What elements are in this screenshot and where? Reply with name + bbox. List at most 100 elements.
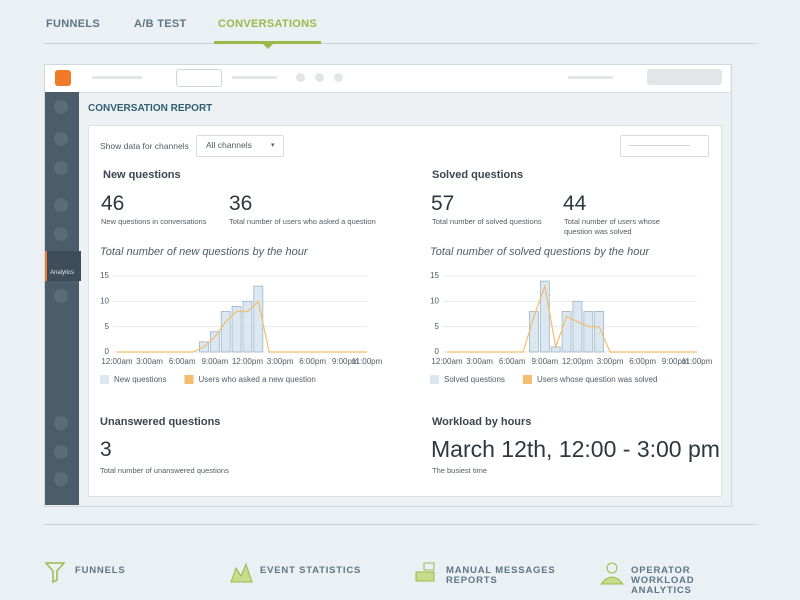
bar — [231, 306, 242, 353]
y-tick-label: 0 — [105, 347, 110, 356]
placeholder — [628, 145, 690, 146]
tab-rule — [44, 43, 757, 44]
x-tick-label: 11:00pm — [682, 357, 713, 366]
x-tick-label: 12:00am — [431, 357, 462, 366]
button-placeholder[interactable] — [647, 69, 722, 85]
bar — [220, 311, 231, 353]
x-tick-label: 12:00pm — [562, 357, 593, 366]
legend-swatch — [522, 375, 532, 384]
placeholder — [92, 76, 142, 79]
footer-rule — [44, 524, 757, 525]
chart-title: Total number of solved questions by the … — [430, 246, 650, 258]
stat-value: 3 — [100, 438, 112, 461]
tab[interactable]: FUNNELS — [46, 18, 101, 30]
section-title: Solved questions — [432, 169, 524, 181]
legend-label: Users whose question was solved — [537, 375, 658, 384]
legend-label: Users who asked a new question — [198, 375, 315, 384]
line — [447, 283, 697, 353]
bar — [594, 311, 605, 353]
stat-value: 36 — [229, 192, 253, 215]
sidebar-icon[interactable] — [54, 445, 68, 459]
x-tick-label: 3:00am — [466, 357, 493, 366]
x-tick-label: 9:00am — [531, 357, 558, 366]
x-tick-label: 12:00pm — [232, 357, 263, 366]
legend-swatch — [430, 375, 439, 384]
x-tick-label: 9:00pm — [662, 357, 689, 366]
chart: 0 5 10 15 12:00am 3:00am 6:00am 9:00am 12:00pm 3:… — [430, 271, 713, 384]
legend-label: New questions — [114, 375, 166, 384]
select-caret: ▾ — [271, 142, 275, 149]
bar — [253, 285, 264, 353]
x-tick-label: 3:00pm — [267, 357, 294, 366]
stat-value: 46 — [101, 192, 125, 215]
x-tick-label: 6:00am — [169, 357, 196, 366]
legend-label: Solved questions — [444, 375, 505, 384]
stat-value: 57 — [431, 192, 455, 215]
select-value: All channels — [206, 140, 252, 150]
x-tick-label: 9:00am — [201, 357, 228, 366]
x-tick-label: 3:00pm — [597, 357, 624, 366]
sidebar-icon[interactable] — [54, 472, 68, 486]
sidebar-icon[interactable] — [54, 132, 68, 146]
section-title: New questions — [103, 169, 181, 181]
logo — [55, 70, 71, 86]
tab[interactable]: CONVERSATIONS — [218, 18, 318, 30]
line — [117, 300, 367, 353]
sidebar-icon[interactable] — [54, 100, 68, 114]
placeholder-dot — [315, 73, 324, 82]
tab-pointer — [262, 44, 273, 49]
chart: 0 5 10 15 12:00am 3:00am 6:00am 9:00am 12:00pm 3:… — [100, 271, 383, 384]
footer-link[interactable]: MANUAL MESSAGES REPORTS — [446, 565, 556, 586]
stat-label: Total number of users who asked a questi… — [229, 217, 376, 226]
x-tick-label: 11:00pm — [352, 357, 383, 366]
sidebar-icon[interactable] — [54, 289, 68, 303]
bar — [583, 311, 594, 353]
y-tick-label: 0 — [435, 347, 440, 356]
footer-icon — [44, 562, 66, 584]
report-card — [88, 125, 722, 497]
bar — [242, 300, 253, 353]
placeholder-dot — [334, 73, 343, 82]
tab[interactable]: A/B TEST — [134, 18, 187, 30]
active-tab-indicator — [214, 41, 321, 44]
bar — [539, 280, 550, 353]
footer-link[interactable]: OPERATOR WORKLOAD ANALYTICS — [631, 565, 695, 596]
workload-value: March 12th, 12:00 - 3:00 pm — [431, 436, 720, 462]
section-title: Workload by hours — [432, 416, 532, 428]
bar — [561, 311, 572, 353]
footer-icon — [415, 562, 435, 582]
sidebar-icon[interactable] — [54, 227, 68, 241]
sidebar-active[interactable] — [45, 251, 81, 281]
x-tick-label: 6:00am — [499, 357, 526, 366]
stat-label: The busiest time — [432, 466, 488, 475]
toolbar — [45, 65, 730, 93]
legend-swatch — [184, 375, 194, 384]
footer-link[interactable]: FUNNELS — [75, 565, 126, 576]
x-tick-label: 9:00pm — [332, 357, 359, 366]
placeholder — [232, 76, 277, 79]
y-tick-label: 15 — [430, 271, 439, 280]
placeholder-dot — [296, 73, 305, 82]
stat-label: New questions in conversations — [101, 217, 207, 226]
chart-title: Total number of new questions by the hou… — [100, 246, 308, 258]
footer-link[interactable]: EVENT STATISTICS — [260, 565, 362, 576]
placeholder — [568, 76, 613, 79]
stat-label: Total number of solved questions — [432, 217, 542, 226]
filter-label: Show data for channels — [100, 141, 189, 151]
stat-value: 44 — [563, 192, 587, 215]
y-tick-label: 10 — [430, 296, 439, 305]
sidebar-icon[interactable] — [54, 416, 68, 430]
date-picker[interactable] — [620, 135, 709, 157]
sidebar-icon[interactable] — [54, 161, 68, 175]
stat-label: Total number of users whose question was… — [564, 217, 660, 236]
sidebar-icon[interactable] — [54, 198, 68, 212]
y-tick-label: 10 — [100, 296, 109, 305]
bar — [209, 331, 220, 353]
x-tick-label: 12:00am — [101, 357, 132, 366]
legend-swatch — [100, 375, 109, 384]
stat-label: Total number of unanswered questions — [100, 466, 229, 475]
x-tick-label: 6:00pm — [299, 357, 326, 366]
report-title: CONVERSATION REPORT — [88, 103, 213, 114]
channel-select[interactable] — [196, 135, 284, 157]
